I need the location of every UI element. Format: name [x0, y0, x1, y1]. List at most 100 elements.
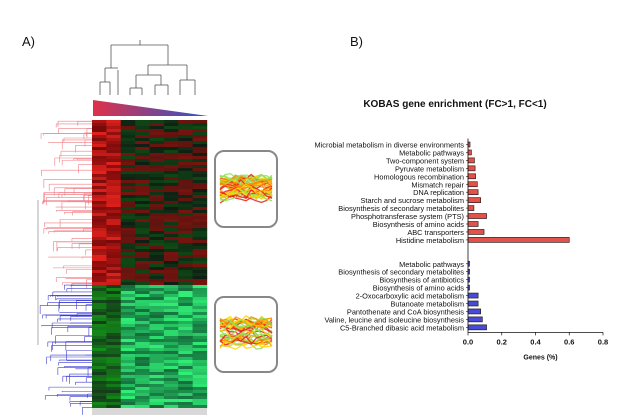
heatmap-cell — [149, 204, 165, 208]
heatmap-cell — [178, 243, 193, 247]
heatmap-cell — [92, 132, 107, 136]
y-tick-label: Biosynthesis of amino acids — [373, 284, 465, 293]
heatmap-cell — [192, 216, 208, 220]
enrichment-bar-chart: Microbial metabolism in diverse environm… — [314, 138, 608, 361]
heatmap-cell — [92, 210, 107, 214]
heatmap-cell — [149, 342, 165, 346]
heatmap-cell — [178, 357, 193, 361]
heatmap-cell — [149, 165, 165, 169]
heatmap-cell — [106, 372, 121, 376]
heatmap-cell — [120, 273, 136, 277]
heatmap-cell — [92, 219, 107, 223]
heatmap-cell — [106, 261, 121, 265]
heatmap-cell — [178, 366, 193, 370]
heatmap-cell — [149, 336, 165, 340]
heatmap-cell — [149, 138, 165, 142]
heatmap-cell — [163, 372, 179, 376]
heatmap-cell — [178, 384, 193, 388]
heatmap-cell — [149, 249, 165, 253]
heatmap-cell — [106, 399, 121, 403]
heatmap-cell — [192, 390, 208, 394]
heatmap-cell — [135, 270, 150, 274]
heatmap-cell — [163, 342, 179, 346]
heatmap-cell — [106, 129, 121, 133]
heatmap-cell — [178, 381, 193, 385]
heatmap-cell — [192, 321, 208, 325]
heatmap-cell — [178, 129, 193, 133]
heatmap-cell — [163, 150, 179, 154]
heatmap-cell — [163, 333, 179, 337]
y-tick-label: Two-component system — [386, 156, 464, 165]
heatmap-cell — [192, 252, 208, 256]
heatmap-cell — [149, 321, 165, 325]
heatmap-cell — [135, 327, 150, 331]
heatmap-cell — [192, 354, 208, 358]
heatmap-cell — [192, 207, 208, 211]
heatmap-cell — [149, 132, 165, 136]
heatmap-cell — [106, 282, 121, 286]
heatmap-cell — [135, 153, 150, 157]
heatmap-cell — [92, 306, 107, 310]
heatmap-cell — [120, 297, 136, 301]
bar-fc-up — [467, 189, 479, 195]
heatmap-cell — [149, 246, 165, 250]
heatmap-cell — [106, 138, 121, 142]
heatmap-cell — [135, 249, 150, 253]
heatmap-cell — [192, 273, 208, 277]
heatmap-cell — [92, 213, 107, 217]
heatmap-cell — [120, 324, 136, 328]
heatmap-cell — [135, 189, 150, 193]
heatmap-cell — [192, 222, 208, 226]
heatmap-cell — [149, 237, 165, 241]
heatmap-cell — [92, 249, 107, 253]
bar-fc-down — [467, 316, 483, 323]
heatmap-cell — [192, 123, 208, 127]
cluster-profile-inset-down — [214, 296, 278, 373]
heatmap-cell — [149, 330, 165, 334]
heatmap-cell — [106, 267, 121, 271]
heatmap-cell — [135, 336, 150, 340]
heatmap-cell — [192, 282, 208, 286]
heatmap-cell — [106, 252, 121, 256]
heatmap-cell — [92, 162, 107, 166]
heatmap-cell — [192, 195, 208, 199]
heatmap-cell — [149, 156, 165, 160]
heatmap-cell — [135, 201, 150, 205]
heatmap-cell — [135, 129, 150, 133]
heatmap-cell — [135, 222, 150, 226]
heatmap-cell — [178, 405, 193, 409]
heatmap-cell — [163, 345, 179, 349]
heatmap-cell — [92, 285, 107, 289]
heatmap-cell — [106, 237, 121, 241]
heatmap-cell — [135, 231, 150, 235]
heatmap-cell — [149, 273, 165, 277]
heatmap-cell — [135, 183, 150, 187]
heatmap-cell — [120, 135, 136, 139]
y-tick-label: Biosynthesis of secondary metabolites — [338, 268, 464, 277]
heatmap-cell — [120, 132, 136, 136]
heatmap-cell — [106, 201, 121, 205]
heatmap-cell — [192, 267, 208, 271]
heatmap-cell — [92, 222, 107, 226]
heatmap-cell — [92, 201, 107, 205]
heatmap-cell — [92, 342, 107, 346]
heatmap-cell — [106, 132, 121, 136]
heatmap-cell — [106, 180, 121, 184]
heatmap-cell — [106, 297, 121, 301]
heatmap-cell — [149, 354, 165, 358]
heatmap-cell — [92, 396, 107, 400]
heatmap-cell — [135, 216, 150, 220]
heatmap-cell — [106, 369, 121, 373]
heatmap-cell — [106, 120, 121, 124]
heatmap-cell — [120, 330, 136, 334]
y-tick-label: DNA replication — [413, 188, 464, 197]
heatmap-cell — [120, 309, 136, 313]
heatmap-cell — [149, 129, 165, 133]
y-tick-label: Pyruvate metabolism — [395, 164, 464, 173]
heatmap-cell — [106, 189, 121, 193]
panel-b-label: B) — [350, 34, 363, 49]
heatmap-cell — [135, 309, 150, 313]
heatmap-cell — [92, 243, 107, 247]
heatmap-cell — [149, 282, 165, 286]
heatmap-cell — [149, 309, 165, 313]
